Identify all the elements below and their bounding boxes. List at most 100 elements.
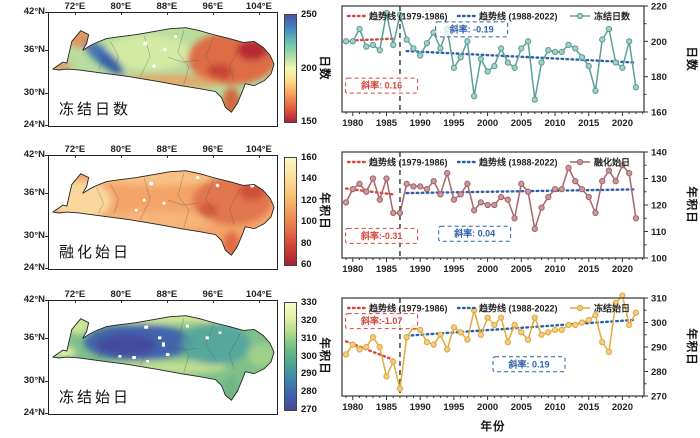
lat-tick-mark [45,381,48,383]
data-point [417,52,424,59]
lon-tick-mark [74,300,76,303]
data-point [545,47,552,54]
map-lakes [143,35,178,68]
data-point [558,185,565,193]
lon-tick-mark [258,300,260,303]
y-tick-label: 130 [651,174,667,185]
data-point [626,321,633,329]
data-point [612,178,619,185]
lon-tick-mark [74,155,76,158]
data-point [518,180,525,187]
data-point [578,185,586,193]
data-point [423,338,431,346]
slope-text: 斜率: 0.04 [453,228,495,239]
data-point [477,199,485,206]
lat-tick-mark [45,338,48,340]
data-point [491,201,498,209]
chart-panel-0: 1980 1985 1990 1995 2000 2005 2010 2015 2020 160 1… [330,0,700,146]
lat-tick-mark [45,268,48,269]
legend-label: 趋势线 (1979-1986) [369,303,448,314]
plateau-outline [51,170,275,256]
slope-box [345,77,419,94]
x-tick-label: 1980 [342,118,363,129]
data-point [578,319,586,326]
lat-tick-label: 30°N [23,230,45,242]
x-tick-label: 1995 [443,118,465,129]
legend-label: 趋势线 (1979-1986) [369,157,448,168]
lon-tick-label: 96°E [202,289,224,300]
lat-tick-label: 30°N [23,375,45,387]
lon-tick-label: 80°E [110,1,132,12]
data-point [470,207,478,214]
data-point [592,311,599,319]
y-tick-label: 300 [651,318,667,329]
data-point [538,331,545,338]
data-point [599,36,606,43]
lon-tick-mark [166,155,168,158]
legend-item-0: 趋势线 (1979-1986) [346,303,448,314]
data-point [464,38,471,45]
data-point [538,204,545,211]
lat-tick-mark [45,300,48,301]
data-point [363,43,370,50]
data-point [524,336,532,343]
lon-tick-label: 72°E [64,1,86,12]
data-point [497,314,505,321]
x-tick-label: 2000 [477,402,498,413]
colorbar-tick-label: 200 [301,62,317,74]
map-title-2: 冻结始日 [59,390,132,406]
trend-line-1 [405,49,638,64]
lon-tick-mark [74,12,76,15]
x-tick-label: 2010 [544,118,565,129]
slope-text: 斜率: 0.19 [507,358,549,369]
x-tick-label: 2010 [544,264,565,275]
data-point [545,193,552,201]
x-tick-label: 1985 [376,264,398,275]
data-point [484,314,491,321]
lat-tick-mark [45,125,48,126]
x-tick-label: 2000 [477,264,498,275]
slope-annotation-0: 斜率: 0.16 [345,77,419,94]
x-axis-label: 年份 [481,419,506,433]
data-point [578,54,586,61]
data-point [423,185,431,193]
y-tick-label: 200 [651,37,667,48]
data-point [457,191,464,198]
data-point [538,59,545,66]
lon-tick-label: 104°E [245,289,272,300]
colorbar-tick-label: 60 [301,259,312,270]
data-point [376,343,383,351]
y-tick-label: 220 [651,2,667,13]
colorbar-tick-label: 300 [301,350,317,362]
data-point [612,299,619,307]
colorbar-tick-label: 150 [301,116,317,127]
x-tick-label: 1990 [410,402,431,413]
lat-tick-label: 24°N [23,407,45,418]
map-canvas-0 [51,27,275,113]
legend-label: 趋势线 (1988-2022) [479,303,558,314]
slope-box [345,313,419,330]
y-tick-label: 280 [651,367,667,378]
x-tick-label: 2015 [578,118,600,129]
data-point [356,346,363,353]
data-point [464,180,471,187]
data-point [572,178,579,185]
data-point [450,64,458,71]
y-axis-label: 年积日 [685,328,699,366]
legend-item-2: 冻结始日 [570,303,630,314]
slope-annotation-1: 斜率: -0.19 [435,21,509,38]
legend-label: 趋势线 (1988-2022) [479,11,558,22]
chart-panel-1: 1980 1985 1990 1995 2000 2005 2010 2015 2020 100 1… [330,146,700,292]
data-point [545,329,552,336]
lon-tick-mark [120,155,122,158]
map-frame-1: 融化始日 [48,155,278,270]
data-point [565,321,572,329]
lat-tick-label: 42°N [23,294,45,305]
lon-tick-label: 80°E [110,144,132,155]
data-point [484,201,491,209]
lon-tick-mark [120,300,122,303]
lat-tick-label: 24°N [23,262,45,273]
x-tick-label: 2020 [612,118,633,129]
lat-tick-label: 36°N [23,44,45,56]
data-point [430,341,437,348]
